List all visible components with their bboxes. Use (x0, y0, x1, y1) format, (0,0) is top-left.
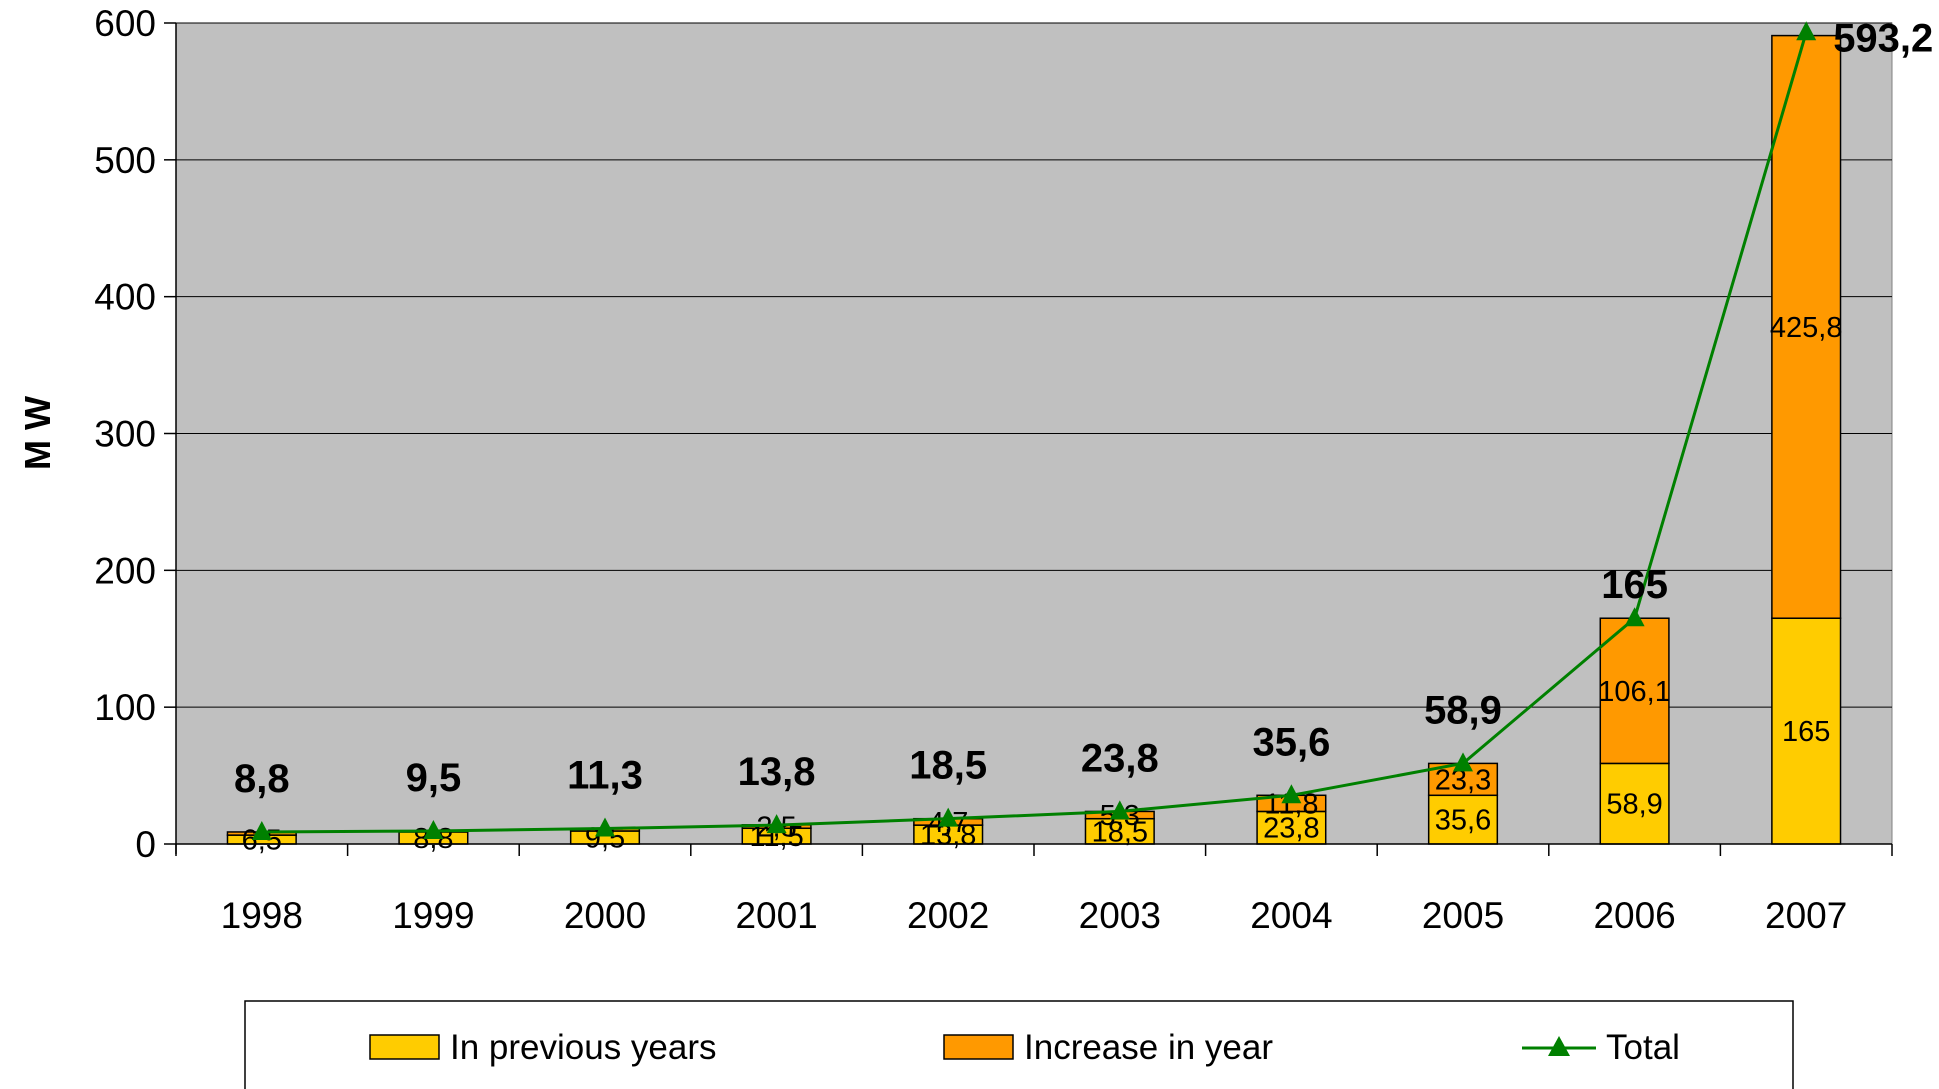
total-marker-2001 (766, 814, 787, 834)
legend-label-in-previous-years: In previous years (450, 1028, 717, 1067)
bar-label-in-previous-years-2005: 35,6 (1435, 805, 1491, 837)
total-line (261, 31, 1808, 834)
total-marker-2002 (938, 807, 959, 827)
total-marker-2007 (1796, 21, 1817, 41)
bar-in-previous-years-2004 (1256, 810, 1327, 845)
x-tick-labels: 1998 1999 2000 2001 2002 2003 2004 2005 2006 2007 (221, 895, 1848, 936)
x-tick-label-2003: 2003 (1079, 895, 1161, 936)
x-tick-label-1999: 1999 (392, 895, 474, 936)
total-marker-2003 (1109, 800, 1130, 820)
y-tick-label-300: 300 (94, 414, 156, 455)
total-label-2006: 165 (1601, 563, 1668, 607)
legend-marker-total (1548, 1036, 1570, 1056)
legend-box (244, 1000, 1794, 1089)
legend-label-total: Total (1606, 1028, 1680, 1067)
total-label-2002: 18,5 (909, 744, 987, 788)
x-tick-label-2005: 2005 (1422, 895, 1504, 936)
legend-label-increase-in-year: Increase in year (1024, 1028, 1273, 1067)
total-value-labels: 8,8 9,5 11,3 13,8 18,5 23,8 35,6 58,9 165 593,2 (234, 16, 1933, 801)
total-label-1998: 8,8 (234, 757, 290, 801)
total-label-2007: 593,2 (1833, 16, 1933, 60)
total-label-1999: 9,5 (406, 756, 462, 800)
bar-label-increase-in-year-2007: 425,8 (1770, 312, 1843, 344)
total-label-2005: 58,9 (1424, 688, 1502, 732)
x-tick-label-2001: 2001 (735, 895, 817, 936)
y-tick-labels: 0 100 200 300 400 500 600 (94, 3, 156, 865)
total-marker-2004 (1281, 784, 1302, 804)
bar-increase-in-year-2006 (1599, 617, 1670, 765)
total-label-2004: 35,6 (1252, 720, 1330, 764)
axes (164, 22, 1893, 856)
bar-label-in-previous-years-2003: 18,5 (1092, 816, 1148, 848)
y-tick-label-500: 500 (94, 140, 156, 181)
legend-swatch-increase-in-year (943, 1034, 1014, 1060)
x-tick-label-2007: 2007 (1765, 895, 1847, 936)
bar-in-previous-years-2007 (1771, 617, 1842, 845)
x-tick-label-2002: 2002 (907, 895, 989, 936)
total-marker-2000 (595, 817, 615, 837)
total-marker-2005 (1453, 752, 1473, 772)
bar-label-increase-in-year-2006: 106,1 (1598, 676, 1671, 708)
legend-swatch-in-previous-years (369, 1034, 440, 1060)
bar-in-previous-years-2006 (1599, 762, 1670, 845)
total-marker-2006 (1624, 607, 1645, 627)
y-tick-label-600: 600 (94, 3, 156, 44)
bar-value-labels: 6,58,89,511,52,513,84,718,55,323,811,835… (242, 312, 1843, 857)
y-tick-label-400: 400 (94, 277, 156, 318)
x-tick-label-2004: 2004 (1250, 895, 1332, 936)
x-tick-label-2006: 2006 (1593, 895, 1675, 936)
bar-label-in-previous-years-2007: 165 (1782, 716, 1830, 748)
total-label-2003: 23,8 (1081, 736, 1159, 780)
bar-label-in-previous-years-2006: 58,9 (1606, 789, 1662, 821)
y-tick-label-100: 100 (94, 687, 156, 728)
bar-label-in-previous-years-2004: 23,8 (1263, 813, 1319, 845)
legend: In previous years Increase in year Total (244, 1000, 1794, 1089)
y-tick-label-0: 0 (135, 824, 156, 865)
total-label-2000: 11,3 (567, 754, 643, 798)
x-tick-label-2000: 2000 (564, 895, 646, 936)
y-tick-label-200: 200 (94, 550, 156, 591)
total-marker-1998 (251, 820, 272, 840)
x-tick-label-1998: 1998 (221, 895, 303, 936)
total-label-2001: 13,8 (738, 750, 816, 794)
y-axis-title: M W (17, 396, 58, 470)
total-line-series (251, 21, 1817, 840)
total-marker-1999 (423, 820, 444, 840)
